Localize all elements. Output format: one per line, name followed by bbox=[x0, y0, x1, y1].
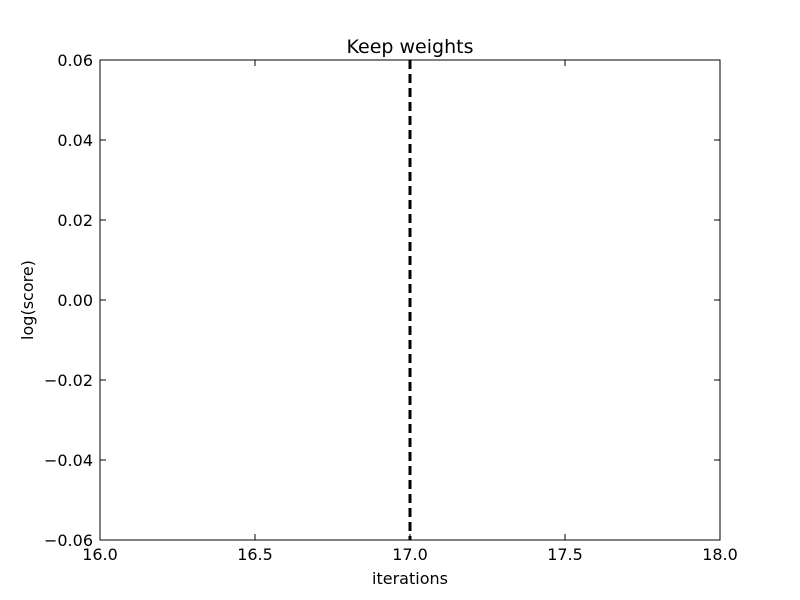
chart-title: Keep weights bbox=[347, 36, 474, 58]
y-tick-label: 0.00 bbox=[57, 291, 93, 310]
x-tick-labels: 16.0 16.5 17.0 17.5 18.0 bbox=[82, 545, 738, 564]
y-tick-label: 0.04 bbox=[57, 131, 93, 150]
y-tick-label: −0.04 bbox=[44, 451, 93, 470]
x-axis-label: iterations bbox=[372, 569, 448, 588]
plot-frame bbox=[99, 59, 721, 541]
y-tick-label: −0.06 bbox=[44, 531, 93, 550]
x-tick-label: 18.0 bbox=[702, 545, 738, 564]
x-tick-label: 16.5 bbox=[237, 545, 273, 564]
y-axis-label: log(score) bbox=[18, 260, 37, 340]
x-tick-label: 17.5 bbox=[547, 545, 583, 564]
x-tick-label: 16.0 bbox=[82, 545, 118, 564]
y-tick-label: −0.02 bbox=[44, 371, 93, 390]
y-tick-label: 0.06 bbox=[57, 51, 93, 70]
y-tick-label: 0.02 bbox=[57, 211, 93, 230]
y-tick-labels: 0.06 0.04 0.02 0.00 −0.02 −0.04 −0.06 bbox=[44, 51, 93, 550]
x-tick-label: 17.0 bbox=[392, 545, 428, 564]
